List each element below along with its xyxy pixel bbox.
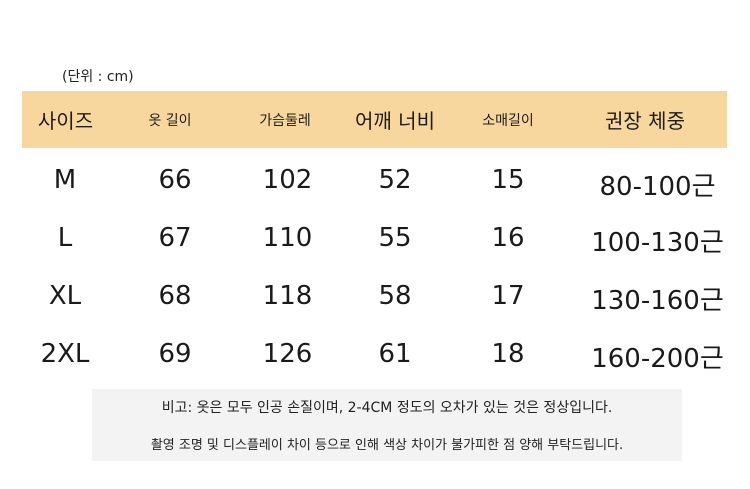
weight-cell: 80-100근	[599, 171, 716, 202]
header-band	[22, 91, 727, 148]
chest-cell: 126	[262, 339, 313, 369]
chest-cell: 102	[262, 165, 313, 195]
size-cell: L	[57, 223, 73, 253]
length-cell: 67	[158, 223, 192, 253]
header-shoulder: 어깨 너비	[355, 109, 435, 133]
header-weight: 권장 체중	[605, 109, 685, 133]
size-cell: XL	[48, 281, 82, 311]
header-sleeve: 소매길이	[482, 112, 534, 129]
chest-cell: 118	[262, 281, 313, 311]
unit-label: (단위 : cm)	[62, 69, 134, 85]
sleeve-cell: 17	[491, 281, 525, 311]
length-cell: 69	[158, 339, 192, 369]
shoulder-cell: 61	[378, 339, 412, 369]
length-cell: 68	[158, 281, 192, 311]
note-remark: 비고: 옷은 모두 인공 손질이며, 2-4CM 정도의 오차가 있는 것은 정…	[92, 389, 682, 425]
table-row: M 66 102 52 15 80-100근	[0, 151, 750, 209]
table-row: L 67 110 55 16 100-130근	[0, 209, 750, 267]
shoulder-cell: 52	[378, 165, 412, 195]
sleeve-cell: 15	[491, 165, 525, 195]
chest-cell: 110	[262, 223, 313, 253]
table-row: XL 68 118 58 17 130-160근	[0, 267, 750, 325]
note-color-disclaimer: 촬영 조명 및 디스플레이 차이 등으로 인해 색상 차이가 불가피한 점 양해…	[92, 425, 682, 461]
shoulder-cell: 58	[378, 281, 412, 311]
weight-cell: 130-160근	[591, 285, 724, 316]
size-cell: M	[53, 165, 77, 195]
size-cell: 2XL	[40, 339, 90, 369]
table-row: 2XL 69 126 61 18 160-200근	[0, 325, 750, 383]
shoulder-cell: 55	[378, 223, 412, 253]
header-size: 사이즈	[37, 109, 94, 133]
sleeve-cell: 16	[491, 223, 525, 253]
weight-cell: 160-200근	[591, 343, 724, 374]
header-chest: 가슴둘레	[259, 112, 311, 129]
weight-cell: 100-130근	[591, 227, 724, 258]
length-cell: 66	[158, 165, 192, 195]
sleeve-cell: 18	[491, 339, 525, 369]
header-length: 옷 길이	[148, 112, 192, 129]
